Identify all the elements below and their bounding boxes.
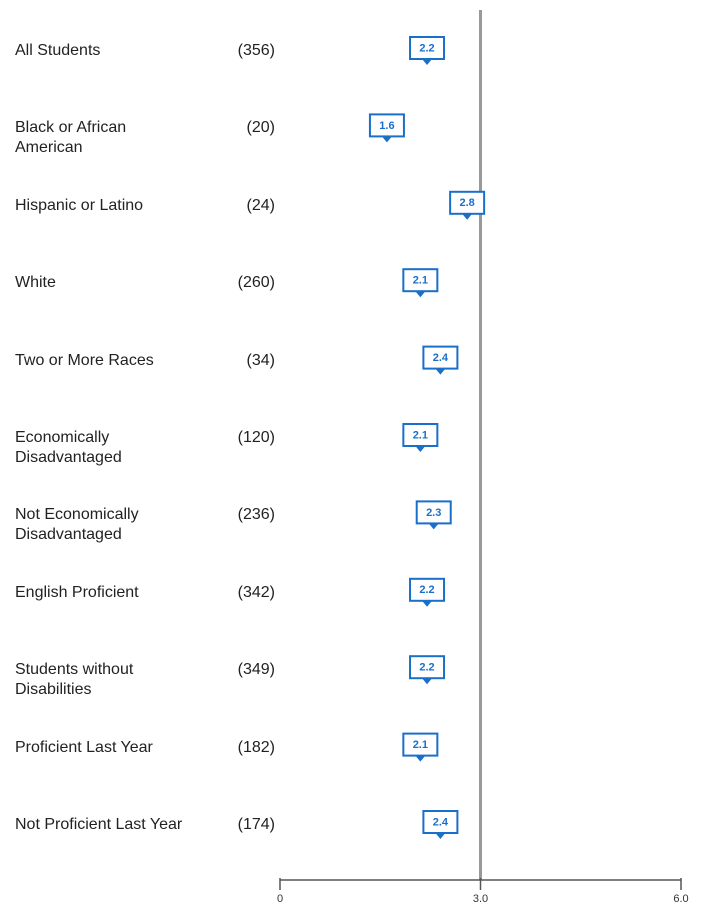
- category-label: Economically Disadvantaged: [15, 429, 122, 466]
- marker-pointer: [415, 291, 426, 298]
- marker-pointer: [462, 213, 473, 220]
- marker-box: [409, 655, 446, 680]
- x-tick-label: 0: [277, 893, 283, 905]
- category-label: Students without Disabilities: [15, 661, 134, 699]
- value-label: 2.1: [413, 739, 428, 751]
- x-tick-label: 3.0: [473, 893, 488, 905]
- marker-box: [422, 810, 459, 834]
- count-label: (349): [237, 661, 275, 679]
- x-tick-label: 6.0: [673, 893, 688, 905]
- marker-box: [409, 577, 446, 602]
- count-label: (24): [246, 196, 275, 214]
- category-label: Proficient Last Year: [15, 738, 153, 756]
- value-label: 2.4: [433, 352, 449, 364]
- marker: 2.2: [409, 655, 446, 685]
- marker: 2.4: [422, 810, 459, 839]
- count-label: (174): [237, 816, 275, 833]
- value-label: 2.8: [459, 197, 474, 209]
- value-label: 1.6: [379, 120, 394, 132]
- category-label: All Students: [15, 42, 101, 59]
- marker-pointer: [422, 600, 433, 607]
- value-label: 2.2: [419, 584, 434, 596]
- category-label: Black or African American: [15, 119, 127, 157]
- marker-pointer: [422, 59, 433, 65]
- marker-box: [368, 113, 405, 138]
- marker-pointer: [428, 523, 439, 530]
- marker-pointer: [415, 446, 426, 452]
- category-label: Not Proficient Last Year: [15, 816, 183, 833]
- marker: 2.1: [402, 268, 439, 298]
- value-label: 2.2: [419, 42, 434, 54]
- marker-box: [422, 345, 459, 370]
- marker-pointer: [381, 136, 392, 143]
- marker-pointer: [435, 833, 446, 839]
- marker-box: [402, 268, 439, 293]
- marker-box: [402, 732, 439, 757]
- value-label: 2.4: [433, 816, 449, 828]
- category-label: Hispanic or Latino: [15, 196, 144, 214]
- count-label: (182): [237, 738, 275, 756]
- count-label: (342): [237, 583, 275, 601]
- count-label: (34): [246, 351, 275, 369]
- value-label: 2.1: [413, 429, 428, 441]
- marker-pointer: [415, 755, 426, 762]
- category-label: Not Economically Disadvantaged: [15, 506, 139, 544]
- marker-pointer: [422, 678, 433, 685]
- count-label: (120): [237, 429, 275, 446]
- value-label: 2.3: [426, 507, 441, 519]
- marker: 2.1: [402, 732, 439, 762]
- marker-box: [449, 190, 486, 215]
- value-label: 2.1: [413, 275, 428, 287]
- count-label: (260): [237, 274, 275, 292]
- marker: 2.3: [415, 500, 452, 530]
- marker-box: [415, 500, 452, 525]
- count-label: (356): [237, 42, 275, 59]
- count-label: (20): [246, 119, 275, 137]
- marker: 2.8: [449, 190, 486, 220]
- marker: 2.1: [402, 423, 439, 452]
- marker: 2.4: [422, 345, 459, 375]
- marker-box: [402, 423, 439, 447]
- marker: 2.2: [409, 36, 446, 65]
- category-label: White: [15, 274, 56, 292]
- category-label: Two or More Races: [15, 351, 154, 369]
- marker-pointer: [435, 368, 446, 375]
- value-label: 2.2: [419, 662, 434, 674]
- category-label: English Proficient: [15, 583, 139, 601]
- marker: 1.6: [368, 113, 405, 143]
- count-label: (236): [237, 506, 275, 524]
- marker: 2.2: [409, 577, 446, 607]
- marker-box: [409, 36, 446, 60]
